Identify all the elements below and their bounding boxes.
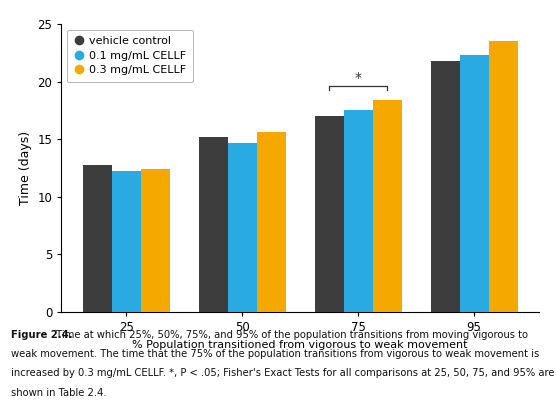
Bar (315, 116, 344, 312)
Bar (460, 55, 489, 312)
Text: shown in Table 2.4.: shown in Table 2.4. (11, 388, 107, 398)
Bar (228, 143, 257, 312)
Bar (373, 100, 401, 312)
Text: Time at which 25%, 50%, 75%, and 95% of the population transitions from moving v: Time at which 25%, 50%, 75%, and 95% of … (53, 330, 528, 340)
Y-axis label: Time (days): Time (days) (19, 131, 32, 205)
Text: Figure 2.4.: Figure 2.4. (11, 330, 73, 340)
Text: increased by 0.3 mg/mL CELLF. *, P < .05; Fisher's Exact Tests for all compariso: increased by 0.3 mg/mL CELLF. *, P < .05… (11, 368, 555, 378)
X-axis label: % Population transitioned from vigorous to weak movement: % Population transitioned from vigorous … (132, 340, 468, 350)
Bar (112, 172, 141, 312)
Text: *: * (355, 71, 362, 85)
Legend: vehicle control, 0.1 mg/mL CELLF, 0.3 mg/mL CELLF: vehicle control, 0.1 mg/mL CELLF, 0.3 mg… (67, 30, 193, 82)
Bar (257, 132, 286, 312)
Bar (344, 110, 373, 312)
Bar (83, 164, 112, 312)
Bar (431, 61, 460, 312)
Bar (489, 41, 518, 312)
Bar (199, 137, 228, 312)
Text: weak movement. The time that the 75% of the population transitions from vigorous: weak movement. The time that the 75% of … (11, 349, 539, 359)
Bar (141, 169, 170, 312)
